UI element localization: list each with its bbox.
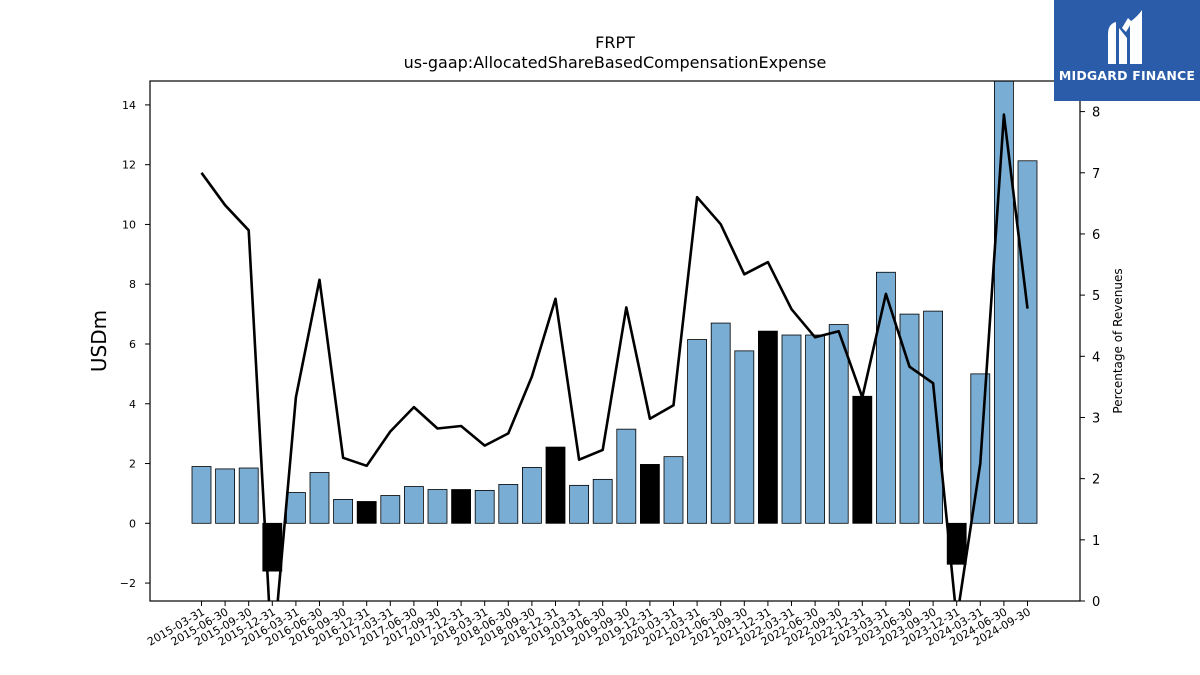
bar — [946, 522, 967, 565]
bar — [592, 478, 613, 524]
bar — [191, 466, 212, 524]
logo-text: MIDGARD FINANCE — [1058, 68, 1196, 83]
y2-tick-label: 1 — [1092, 534, 1100, 549]
y2-tick-label: 8 — [1092, 106, 1100, 121]
bar — [522, 467, 542, 524]
bar — [427, 489, 448, 524]
bar — [663, 456, 684, 524]
bar — [356, 501, 377, 524]
bar — [781, 334, 802, 524]
bar — [710, 322, 731, 524]
bar — [899, 313, 920, 524]
y-tick-label: 8 — [129, 278, 136, 291]
y2-axis-label: Percentage of Revenues — [1111, 268, 1125, 413]
y-tick-label: 0 — [129, 517, 136, 530]
y-tick-label: 4 — [129, 398, 136, 411]
y-tick-label: −2 — [120, 577, 136, 590]
bar — [923, 310, 943, 524]
bar — [828, 324, 849, 524]
plot-frame — [149, 80, 1081, 602]
y-axis-label: USDm — [87, 310, 111, 372]
bar — [758, 330, 778, 524]
y2-tick-label: 6 — [1092, 228, 1100, 243]
y-tick-label: 2 — [129, 458, 136, 471]
plot-area: −2024681012140123456782015-03-312015-06-… — [120, 80, 1100, 649]
bar — [994, 81, 1014, 524]
bar — [498, 484, 519, 524]
bar — [616, 428, 637, 524]
bar — [805, 334, 825, 524]
series-line — [200, 113, 1029, 601]
y-tick-label: 10 — [122, 218, 136, 231]
bar — [403, 486, 424, 524]
y-tick-label: 6 — [129, 338, 136, 351]
bar — [734, 350, 755, 524]
bar — [333, 498, 354, 524]
y2-tick-label: 3 — [1092, 411, 1100, 426]
y-tick-label: 12 — [122, 159, 136, 172]
bar — [380, 495, 401, 524]
bar — [1017, 160, 1038, 524]
bar — [309, 472, 330, 524]
bar — [545, 446, 566, 524]
y2-tick-label: 0 — [1092, 595, 1100, 610]
bar — [640, 464, 660, 524]
brand-logo: MIDGARD FINANCE — [1054, 0, 1200, 101]
bar — [238, 467, 259, 524]
y2-tick-label: 4 — [1092, 350, 1100, 365]
bar — [451, 489, 472, 524]
y2-tick-label: 7 — [1092, 167, 1100, 182]
bar — [569, 484, 589, 524]
chart-subtitle: us-gaap:AllocatedShareBasedCompensationE… — [404, 53, 827, 72]
y2-tick-label: 5 — [1092, 289, 1100, 304]
chart-title: FRPT — [595, 33, 635, 52]
logo-icon — [1108, 10, 1142, 64]
y2-tick-label: 2 — [1092, 473, 1100, 488]
bar — [285, 492, 306, 524]
bar — [687, 339, 707, 524]
bar — [876, 271, 896, 524]
bar — [852, 395, 873, 524]
plot-marks — [191, 81, 1038, 601]
y-tick-label: 14 — [122, 99, 136, 112]
bar — [474, 490, 495, 524]
bar — [215, 468, 236, 524]
